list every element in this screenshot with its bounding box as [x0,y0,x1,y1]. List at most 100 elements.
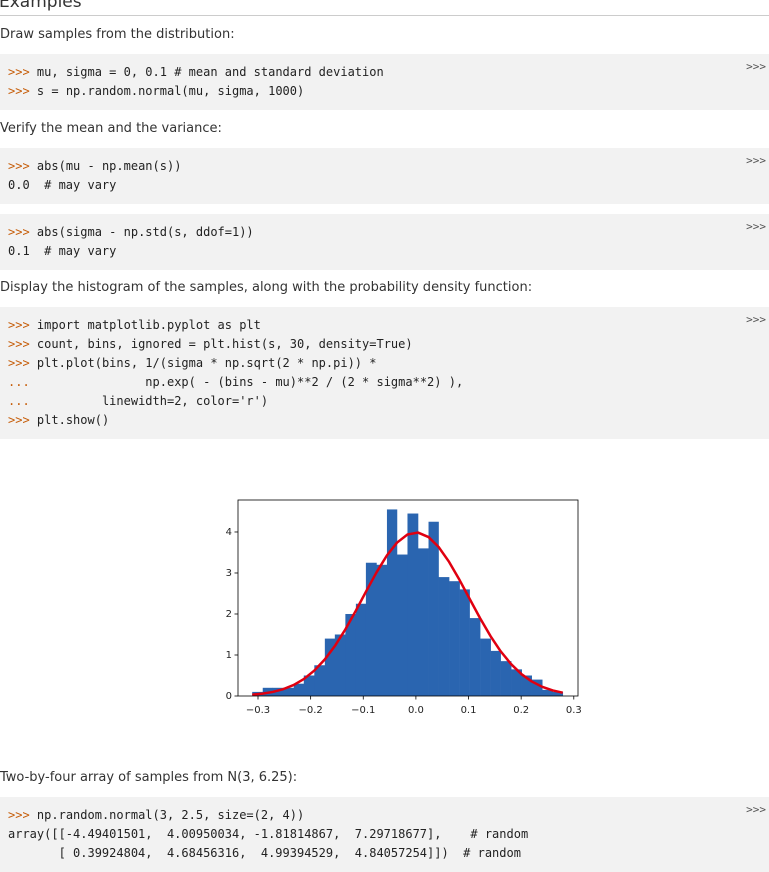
prompt: >>> [8,84,30,98]
histogram-bar [521,675,532,696]
histogram-bar [428,521,439,696]
histogram-bar [500,661,512,696]
x-tick-label: 0.1 [461,705,477,716]
code-text: np.exp( - (bins - mu)**2 / (2 * sigma**2… [36,375,464,389]
paragraph: Verify the mean and the variance: [0,121,222,136]
copy-button[interactable]: >>> [746,220,766,233]
code-line: >>> import matplotlib.pyplot as plt [8,316,761,335]
histogram-bar [396,554,408,696]
paragraph: Two-by-four array of samples from N(3, 6… [0,770,298,785]
code-line: >>> s = np.random.normal(mu, sigma, 1000… [8,82,761,101]
prompt: >>> [8,65,30,79]
prompt: >>> [8,337,30,351]
histogram-bar [355,603,367,696]
histogram-bar [376,564,388,696]
prompt: >>> [8,356,30,370]
histogram-bar [531,679,543,696]
copy-button[interactable]: >>> [746,154,766,167]
histogram-bar [365,562,377,696]
code-text: linewidth=2, color='r') [36,394,269,408]
code-text: plt.show() [36,413,110,427]
paragraph: Draw samples from the distribution: [0,27,235,42]
histogram-bar [283,687,295,696]
code-line: 0.0 # may vary [8,176,761,195]
code-line: array([[-4.49401501, 4.00950034, -1.8181… [8,825,761,844]
code-text: [ 0.39924804, 4.68456316, 4.99394529, 4.… [8,846,521,860]
x-tick-label: −0.3 [246,705,270,716]
x-tick-label: −0.1 [351,705,375,716]
axes-frame [237,499,579,697]
code-line: ... linewidth=2, color='r') [8,392,761,411]
histogram-bar [303,675,315,696]
code-line: [ 0.39924804, 4.68456316, 4.99394529, 4.… [8,844,761,863]
code-line: >>> abs(sigma - np.std(s, ddof=1)) [8,223,761,242]
code-line: >>> mu, sigma = 0, 0.1 # mean and standa… [8,63,761,82]
code-text: 0.1 # may vary [8,244,117,258]
paragraph: Display the histogram of the samples, al… [0,280,533,295]
histogram-bar [449,581,460,696]
histogram-bar [407,513,419,696]
histogram-bar [345,613,357,696]
code-line: >>> abs(mu - np.mean(s)) [8,157,761,176]
code-line: >>> count, bins, ignored = plt.hist(s, 3… [8,335,761,354]
prompt: >>> [8,225,30,239]
histogram-bar [334,634,346,696]
copy-button[interactable]: >>> [746,803,766,816]
code-line: >>> plt.plot(bins, 1/(sigma * np.sqrt(2 … [8,354,761,373]
code-line: ... np.exp( - (bins - mu)**2 / (2 * sigm… [8,373,761,392]
histogram-bar [324,638,336,696]
prompt: >>> [8,413,30,427]
y-tick-label: 4 [226,527,232,538]
x-tick-label: 0.2 [513,705,529,716]
code-text: import matplotlib.pyplot as plt [36,318,261,332]
y-tick-label: 2 [226,609,232,620]
code-line: >>> plt.show() [8,411,761,430]
code-block: >>> >>> abs(sigma - np.std(s, ddof=1)) 0.1… [0,214,769,270]
histogram-bar [511,669,522,696]
section-heading: Examples [0,0,82,12]
code-block: >>> >>> import matplotlib.pyplot as plt >>… [0,307,769,439]
x-tick-label: −0.2 [298,705,322,716]
code-block: >>> >>> np.random.normal(3, 2.5, size=(2,… [0,797,769,872]
prompt: >>> [8,318,30,332]
y-tick-label: 0 [226,691,232,702]
heading-rule [0,15,769,16]
histogram-bar [480,638,491,696]
code-text: mu, sigma = 0, 0.1 # mean and standard d… [36,65,384,79]
histogram-bar [469,618,481,696]
code-line: >>> np.random.normal(3, 2.5, size=(2, 4)… [8,806,761,825]
histogram-bar [418,548,429,696]
code-line: 0.1 # may vary [8,242,761,261]
histogram-bar [459,589,470,696]
code-block: >>> >>> abs(mu - np.mean(s)) 0.0 # may var… [0,148,769,204]
code-text: s = np.random.normal(mu, sigma, 1000) [36,84,305,98]
x-tick-label: 0.3 [566,705,582,716]
code-text: 0.0 # may vary [8,178,117,192]
code-text: array([[-4.49401501, 4.00950034, -1.8181… [8,827,529,841]
y-tick-label: 3 [226,568,232,579]
prompt: ... [8,375,30,389]
prompt: >>> [8,808,30,822]
histogram-bar [386,509,398,696]
histogram-bar [438,577,450,696]
histogram-bar [542,689,554,696]
chart: −0.3 −0.2 −0.1 0.0 0.1 0.2 0.3 0 1 2 3 4 [226,499,582,716]
pdf-curve [252,531,564,696]
histogram-bar [293,683,305,696]
x-tick-label: 0.0 [408,705,424,716]
histogram-bar [272,687,284,696]
code-text: abs(sigma - np.std(s, ddof=1)) [36,225,254,239]
code-text: abs(mu - np.mean(s)) [36,159,182,173]
code-block: >>> >>> mu, sigma = 0, 0.1 # mean and sta… [0,54,769,110]
copy-button[interactable]: >>> [746,313,766,326]
code-text: plt.plot(bins, 1/(sigma * np.sqrt(2 * np… [36,356,377,370]
histogram-bar [490,650,501,696]
prompt: ... [8,394,30,408]
histogram-bar [314,665,326,696]
prompt: >>> [8,159,30,173]
code-text: count, bins, ignored = plt.hist(s, 30, d… [36,337,413,351]
copy-button[interactable]: >>> [746,60,766,73]
histogram-bar [552,691,564,696]
code-text: np.random.normal(3, 2.5, size=(2, 4)) [36,808,305,822]
y-tick-label: 1 [226,650,232,661]
